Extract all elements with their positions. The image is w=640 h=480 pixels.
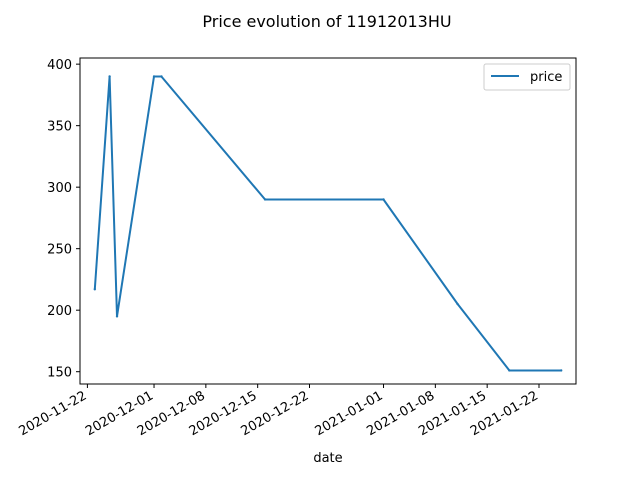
series-line-price — [93, 75, 562, 372]
chart-title: Price evolution of 11912013HU — [202, 12, 451, 31]
series-point — [152, 75, 156, 78]
series-point — [108, 75, 111, 78]
y-tick-label: 200 — [47, 304, 72, 319]
x-axis-label: date — [313, 451, 342, 466]
legend-frame — [483, 63, 571, 91]
y-tick-label: 250 — [47, 243, 72, 258]
series-point — [382, 198, 385, 201]
series-point — [508, 369, 511, 372]
y-tick-label: 300 — [47, 181, 72, 196]
axes-frame — [79, 57, 577, 385]
legend-label-price: price — [530, 70, 562, 85]
series-point — [456, 302, 459, 306]
series-point — [115, 315, 119, 318]
y-tick-label: 350 — [47, 120, 72, 135]
y-tick-label: 150 — [47, 366, 72, 381]
series-point — [263, 198, 267, 201]
series-point — [93, 288, 97, 291]
y-tick-label: 400 — [47, 58, 72, 73]
series-point — [160, 75, 163, 78]
series-point — [559, 369, 563, 372]
legend: price — [483, 63, 571, 91]
